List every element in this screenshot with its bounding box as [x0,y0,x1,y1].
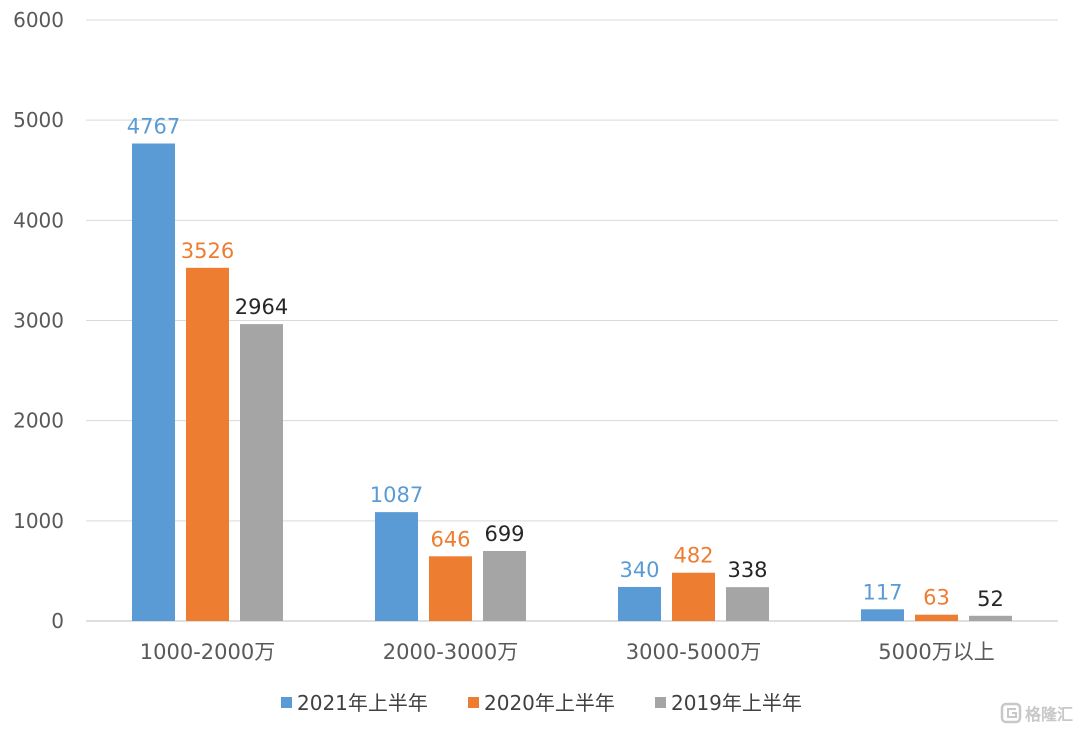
watermark: 格隆汇 [1000,702,1073,724]
legend-swatch [281,697,292,708]
bar [186,267,229,621]
x-tick-label: 1000-2000万 [140,640,275,664]
data-label: 52 [977,587,1004,611]
gelonghui-logo-icon-mark [1007,708,1017,718]
data-label: 63 [923,586,950,610]
data-labels: 4767 3526 2964 1087 646 699 340 482 338 117 63 52 [127,115,1004,611]
x-axis: 1000-2000万 2000-3000万 3000-5000万 5000万以上 [140,640,995,664]
bar [915,614,958,621]
legend-label: 2019年上半年 [671,691,802,715]
bar [969,615,1012,621]
data-label: 3526 [181,239,234,263]
watermark-text: 格隆汇 [1025,705,1073,724]
data-label: 338 [727,558,767,582]
data-label: 1087 [370,483,423,507]
gelonghui-logo-icon [1000,702,1022,724]
bar [132,143,175,621]
data-label: 4767 [127,115,180,139]
bar [240,324,283,621]
x-tick-label: 2000-3000万 [383,640,518,664]
bar [375,512,418,621]
bar [618,586,661,621]
bar [672,572,715,621]
y-tick-label: 2000 [13,409,64,433]
y-tick-label: 6000 [13,8,64,32]
data-label: 117 [862,580,902,604]
bars [132,143,1012,621]
bar [483,550,526,621]
legend: 2021年上半年 2020年上半年 2019年上半年 [281,691,802,715]
data-label: 699 [484,522,524,546]
legend-swatch [468,697,479,708]
data-label: 482 [673,544,713,568]
y-tick-label: 3000 [13,309,64,333]
gridlines [86,19,1058,622]
data-label: 340 [619,558,659,582]
y-tick-label: 1000 [13,509,64,533]
legend-swatch [655,697,666,708]
x-tick-label: 5000万以上 [878,640,994,664]
data-label: 646 [430,527,470,551]
legend-label: 2020年上半年 [484,691,615,715]
y-axis: 0 1000 2000 3000 4000 5000 6000 [13,8,64,633]
y-tick-label: 4000 [13,208,64,232]
data-label: 2964 [235,295,288,319]
bar [726,587,769,621]
bar [429,556,472,621]
y-tick-label: 0 [51,609,64,633]
bar [861,609,904,621]
legend-label: 2021年上半年 [297,691,428,715]
y-tick-label: 5000 [13,108,64,132]
x-tick-label: 3000-5000万 [626,640,761,664]
